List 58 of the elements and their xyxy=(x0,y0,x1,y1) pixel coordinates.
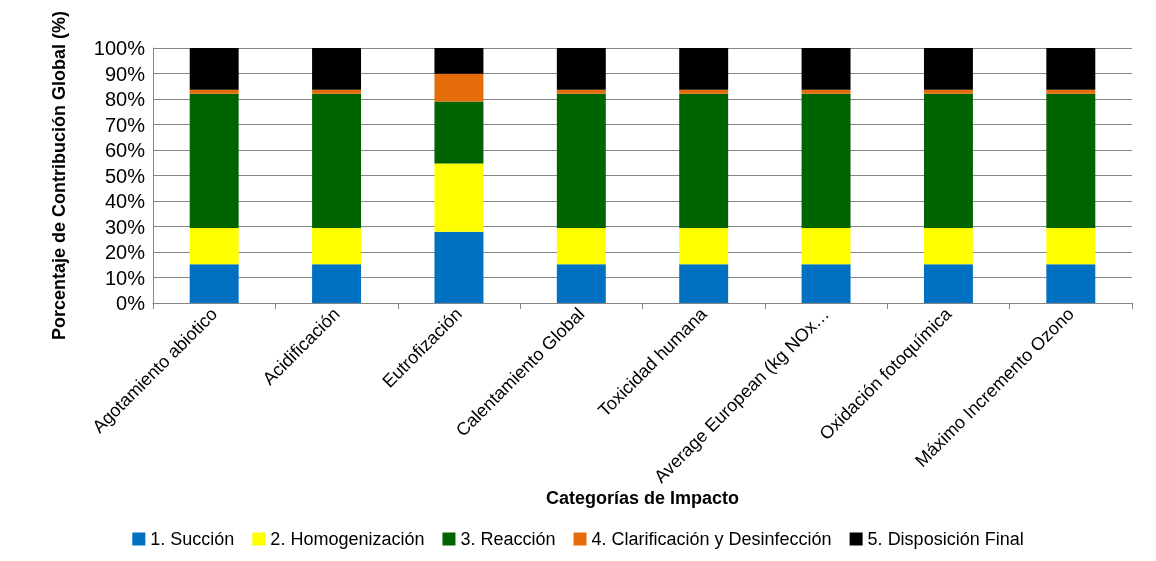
bar xyxy=(1046,264,1096,303)
y-tick-label: 70% xyxy=(104,113,146,136)
bar xyxy=(1046,93,1096,229)
bar xyxy=(434,231,484,303)
bar xyxy=(556,89,606,94)
bar xyxy=(679,264,729,303)
bar xyxy=(434,73,484,102)
bar xyxy=(679,48,729,90)
bar xyxy=(801,264,851,303)
bar xyxy=(189,93,239,229)
bar xyxy=(312,93,362,229)
y-tick-label: 30% xyxy=(104,215,146,238)
y-tick-label: 20% xyxy=(104,241,146,264)
legend-label: 2. Homogenización xyxy=(270,529,425,549)
bar xyxy=(312,89,362,94)
legend-label: 4. Clarificación y Desinfección xyxy=(591,529,832,549)
bar xyxy=(434,101,484,164)
bar xyxy=(189,264,239,303)
bar xyxy=(556,48,606,90)
bar xyxy=(923,93,973,229)
legend-label: 1. Succión xyxy=(150,529,235,549)
bar xyxy=(801,48,851,90)
y-tick-label: 40% xyxy=(104,190,146,213)
y-tick-label: 90% xyxy=(104,62,146,85)
bar xyxy=(1046,48,1096,90)
legend-label: 5. Disposición Final xyxy=(867,529,1024,549)
bar xyxy=(556,228,606,265)
y-tick-label: 0% xyxy=(116,292,146,314)
bar xyxy=(312,48,362,90)
bar xyxy=(679,89,729,94)
y-tick-label: 50% xyxy=(104,164,146,187)
bar xyxy=(923,89,973,94)
bar xyxy=(801,228,851,265)
x-axis-title: Categorías de Impacto xyxy=(545,488,740,509)
y-tick-label: 80% xyxy=(104,88,146,111)
bar xyxy=(923,264,973,303)
bar xyxy=(189,48,239,90)
bar xyxy=(923,228,973,265)
bar xyxy=(312,264,362,303)
y-tick-label: 100% xyxy=(93,37,146,60)
y-tick-label: 60% xyxy=(104,139,146,162)
bar xyxy=(556,93,606,229)
bar xyxy=(923,48,973,90)
bar xyxy=(434,48,484,74)
bar xyxy=(679,228,729,265)
legend-label: 3. Reacción xyxy=(460,529,556,549)
bar xyxy=(189,89,239,94)
bar xyxy=(801,93,851,229)
bar xyxy=(189,228,239,265)
bar xyxy=(434,163,484,232)
bar xyxy=(801,89,851,94)
bar xyxy=(1046,228,1096,265)
bar xyxy=(679,93,729,229)
y-tick-label: 10% xyxy=(104,266,146,289)
bar xyxy=(556,264,606,303)
y-axis-title: Porcentaje de Contribución Global (%) xyxy=(49,11,69,341)
bar xyxy=(1046,89,1096,94)
bar xyxy=(312,228,362,265)
